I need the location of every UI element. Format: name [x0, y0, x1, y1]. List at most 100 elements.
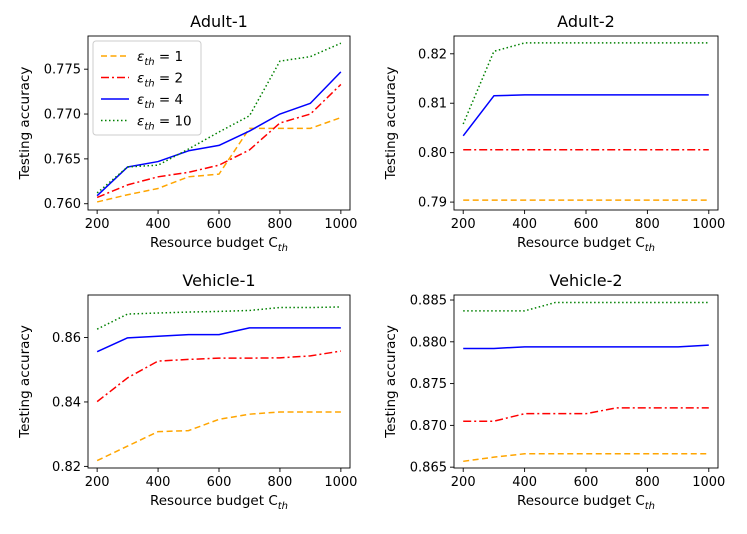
- x-tick-label: 600: [574, 217, 599, 232]
- x-tick-label: 1000: [324, 217, 357, 232]
- x-tick-label: 200: [451, 475, 476, 490]
- chart-panel-vehicle-1: Vehicle-1 200 400 600 800 1000 0.82 0.84 0.86 Res…: [17, 271, 357, 512]
- x-axis-label-sub: th: [278, 501, 288, 512]
- legend-label-symbol: ε: [137, 71, 144, 87]
- x-tick-label: 200: [451, 217, 476, 232]
- x-axis-label-sub: th: [645, 501, 655, 512]
- chart-title: Vehicle-2: [549, 271, 622, 290]
- y-tick-label: 0.84: [52, 395, 81, 410]
- series-line-eps-th-4: [463, 344, 709, 350]
- x-axis-label-base: Resource budget C: [517, 235, 645, 251]
- chart-panel-adult-2: Adult-2 200 400 600 800 1000 0.79 0.80 0.81 0.82 R…: [383, 12, 725, 254]
- y-tick-label: 0.79: [418, 196, 447, 211]
- legend-label-value: = 2: [155, 71, 183, 87]
- plot-frame: [453, 294, 719, 469]
- x-axis-label: Resource budget Cth: [150, 493, 288, 512]
- legend-entry: εth = 2: [101, 71, 183, 90]
- legend-entry: εth = 10: [101, 114, 192, 133]
- series-line-eps-th-4: [96, 327, 341, 353]
- y-tick-label: 0.82: [52, 460, 81, 475]
- x-axis-label: Resource budget Cth: [517, 493, 655, 512]
- y-axis-label: Testing accuracy: [383, 67, 399, 181]
- series-line-eps-th-10: [462, 42, 709, 125]
- series-line-eps-th-4: [462, 94, 709, 137]
- legend-label-sub: th: [144, 57, 154, 68]
- y-tick-label: 0.86: [52, 331, 81, 346]
- legend-label: εth = 2: [137, 71, 183, 90]
- y-tick-label: 0.880: [410, 335, 447, 350]
- legend-label: εth = 10: [137, 114, 192, 133]
- chart-title: Adult-1: [190, 12, 248, 31]
- y-tick-label: 0.865: [410, 461, 447, 476]
- chart-panel-vehicle-2: Vehicle-2 200 400 600 800 1000 0.865 0.870 0.875…: [383, 271, 725, 512]
- legend-label-value: = 10: [155, 114, 192, 130]
- legend-label-symbol: ε: [137, 49, 144, 65]
- legend-label-symbol: ε: [137, 92, 144, 108]
- x-tick-label: 400: [512, 475, 537, 490]
- chart-panel-adult-1: Adult-1 200 400 600 800 1000 0.760 0.765 0.770 0.…: [17, 12, 357, 254]
- series-line-eps-th-1: [96, 116, 342, 203]
- x-axis-label-base: Resource budget C: [150, 493, 278, 509]
- y-tick-label: 0.760: [44, 197, 81, 212]
- legend-label-sub: th: [144, 100, 154, 111]
- legend-entry: εth = 1: [101, 49, 183, 68]
- x-axis-label-base: Resource budget C: [150, 235, 278, 251]
- legend-label-value: = 4: [155, 92, 183, 108]
- x-axis-label-sub: th: [278, 243, 288, 254]
- series-line-eps-th-2: [96, 83, 342, 199]
- legend-label-sub: th: [144, 122, 154, 133]
- y-tick-label: 0.82: [418, 47, 447, 62]
- y-axis-label: Testing accuracy: [17, 67, 33, 181]
- x-tick-label: 600: [207, 475, 232, 490]
- series-line-eps-th-10: [463, 301, 709, 312]
- x-tick-label: 200: [85, 475, 110, 490]
- x-axis-label: Resource budget Cth: [150, 235, 288, 254]
- y-tick-label: 0.80: [418, 146, 447, 161]
- x-tick-label: 1000: [692, 217, 725, 232]
- x-tick-label: 600: [207, 217, 232, 232]
- x-tick-label: 1000: [324, 475, 357, 490]
- x-tick-label: 400: [146, 217, 171, 232]
- legend-box: [92, 40, 202, 136]
- x-tick-label: 800: [635, 475, 660, 490]
- x-tick-label: 800: [635, 217, 660, 232]
- y-tick-label: 0.875: [410, 377, 447, 392]
- y-axis-label: Testing accuracy: [383, 325, 399, 439]
- x-tick-label: 600: [574, 475, 599, 490]
- y-tick-label: 0.775: [44, 63, 81, 78]
- plot-frame: [453, 35, 719, 211]
- series-group: [96, 42, 342, 203]
- chart-title: Adult-2: [557, 12, 615, 31]
- legend-label-value: = 1: [155, 49, 183, 65]
- x-axis-label: Resource budget Cth: [517, 235, 655, 254]
- x-tick-label: 800: [268, 475, 293, 490]
- y-tick-label: 0.765: [44, 152, 81, 167]
- series-line-eps-th-1: [463, 453, 709, 463]
- y-tick-label: 0.885: [410, 294, 447, 309]
- x-axis-label-sub: th: [645, 243, 655, 254]
- series-line-eps-th-1: [96, 411, 341, 462]
- x-tick-label: 400: [512, 217, 537, 232]
- y-tick-label: 0.770: [44, 108, 81, 123]
- legend-entry: εth = 4: [101, 92, 183, 111]
- x-tick-label: 400: [146, 475, 171, 490]
- x-tick-label: 200: [85, 217, 110, 232]
- legend-label: εth = 1: [137, 49, 183, 68]
- y-tick-label: 0.870: [410, 419, 447, 434]
- x-tick-label: 1000: [692, 475, 725, 490]
- chart-title: Vehicle-1: [182, 271, 255, 290]
- x-axis-label-base: Resource budget C: [517, 493, 645, 509]
- series-group: [96, 306, 341, 462]
- series-line-eps-th-4: [96, 71, 342, 197]
- y-axis-label: Testing accuracy: [17, 325, 33, 439]
- series-line-eps-th-10: [96, 306, 341, 330]
- y-tick-label: 0.81: [418, 97, 447, 112]
- series-line-eps-th-2: [96, 350, 341, 403]
- legend-label-symbol: ε: [137, 114, 144, 130]
- legend-label: εth = 4: [137, 92, 183, 111]
- series-group: [463, 301, 709, 463]
- legend-label-sub: th: [144, 79, 154, 90]
- series-group: [462, 42, 709, 201]
